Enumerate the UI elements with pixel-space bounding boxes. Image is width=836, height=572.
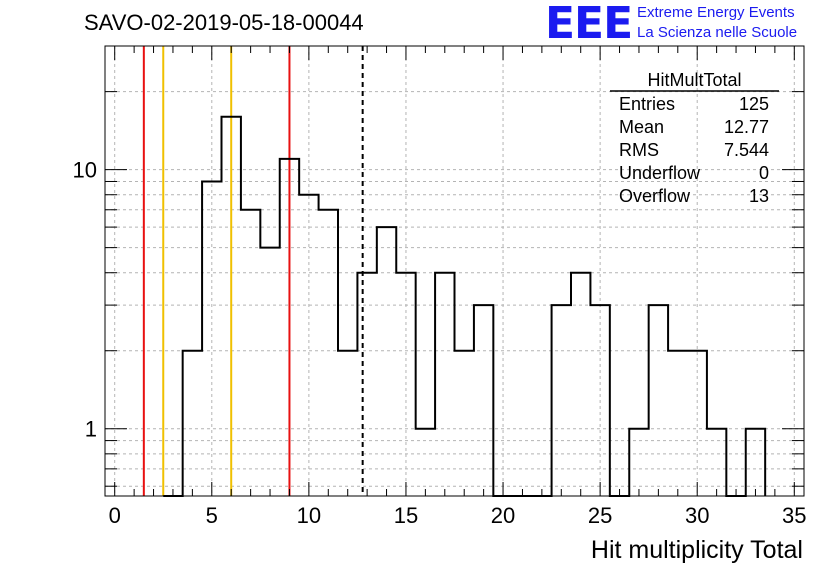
histogram-bin [435, 273, 454, 496]
stats-label: Underflow [619, 163, 701, 183]
histogram-bin [668, 351, 687, 496]
x-tick-label: 0 [109, 503, 121, 528]
logo-line-1: Extreme Energy Events [637, 4, 795, 21]
y-tick-label: 10 [73, 158, 97, 183]
y-tick-label: 1 [85, 417, 97, 442]
histogram-bin [377, 227, 396, 496]
stats-label: Mean [619, 117, 664, 137]
histogram-bin [474, 305, 493, 496]
histogram-bin [357, 273, 376, 496]
histogram-bin [241, 210, 260, 496]
x-tick-label: 20 [491, 503, 515, 528]
stats-title: HitMultTotal [647, 70, 741, 90]
stats-label: Entries [619, 94, 675, 114]
histogram-outline [163, 115, 767, 497]
histogram-bin [338, 351, 357, 496]
histogram-bin [552, 305, 571, 496]
histogram-bin [571, 273, 590, 496]
x-tick-label: 10 [297, 503, 321, 528]
histogram-bin [183, 351, 202, 496]
plot-frame [104, 45, 805, 497]
stats-value: 7.544 [724, 140, 769, 160]
stats-value: 13 [749, 186, 769, 206]
stats-label: RMS [619, 140, 659, 160]
x-tick-label: 25 [588, 503, 612, 528]
x-tick-label: 15 [394, 503, 418, 528]
x-tick-label: 5 [206, 503, 218, 528]
eee-logo: EEE [545, 0, 633, 49]
histogram-bin [455, 351, 474, 496]
x-tick-label: 30 [685, 503, 709, 528]
stats-value: 12.77 [724, 117, 769, 137]
x-tick-label: 35 [782, 503, 806, 528]
histogram-bin [260, 248, 279, 496]
x-axis-label: Hit multiplicity Total [591, 536, 803, 564]
stats-label: Overflow [619, 186, 691, 206]
chart-title: SAVO-02-2019-05-18-00044 [84, 10, 364, 35]
histogram-bin [319, 210, 338, 496]
stats-value: 125 [739, 94, 769, 114]
histogram-bin [649, 305, 668, 496]
stats-value: 0 [759, 163, 769, 183]
logo-line-2: La Scienza nelle Scuole [637, 24, 798, 41]
